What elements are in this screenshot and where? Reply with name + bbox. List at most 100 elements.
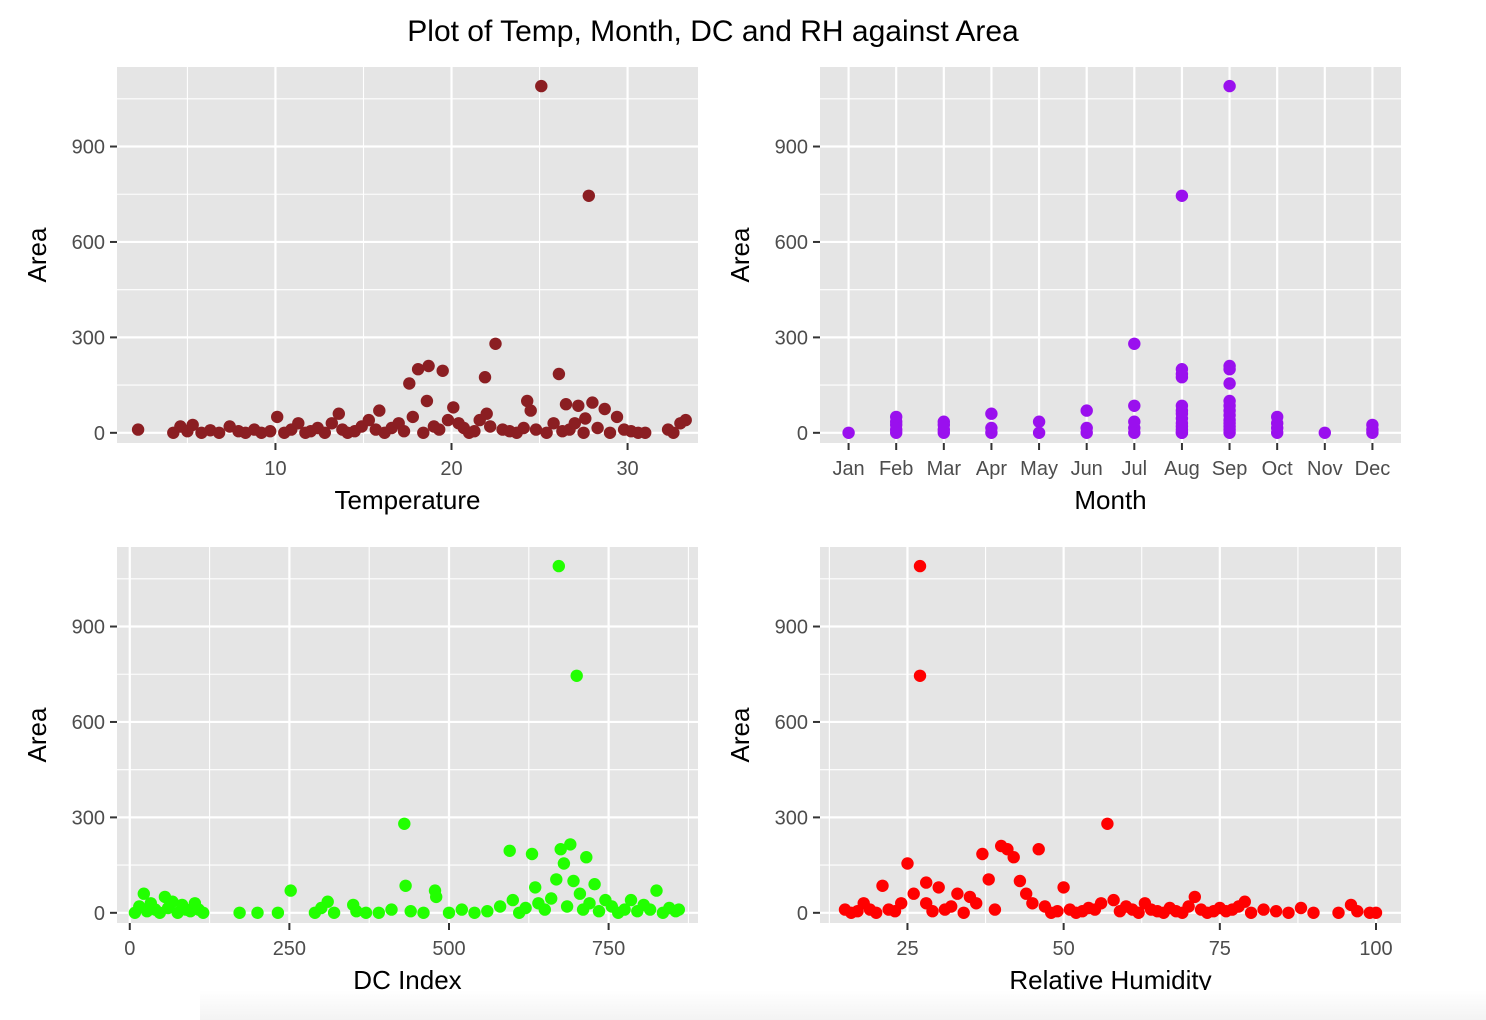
data-point [137,887,150,900]
data-point [1080,421,1093,435]
data-point [186,418,199,432]
data-point [233,906,246,919]
data-point [583,897,596,910]
data-point [895,897,908,910]
data-point [538,903,551,916]
data-point [550,873,563,886]
data-point [624,893,638,907]
data-point [524,404,537,417]
data-point [982,873,995,886]
data-point [447,401,460,414]
x-tick-label: 75 [1209,938,1231,960]
data-point [890,410,903,424]
data-point [529,423,543,436]
data-point [592,905,606,918]
x-tick-label: Oct [1262,458,1294,480]
y-tick-label: 600 [72,712,105,734]
data-point [672,903,685,916]
data-point [907,887,920,900]
data-point [1013,874,1027,888]
data-point [399,879,412,892]
data-point [1188,890,1202,904]
data-point [436,364,449,377]
data-point [1269,905,1283,918]
data-point [1223,377,1236,390]
scatter-points [131,79,692,439]
data-point [876,879,889,892]
data-point [926,905,939,918]
x-tick-label: 10 [264,458,286,480]
x-axis-title: Temperature [335,485,481,515]
data-point [1080,404,1093,417]
data-point [478,371,492,384]
data-point [327,906,341,919]
y-axis-title: Area [725,707,755,762]
data-point [284,884,297,897]
data-point [540,426,553,439]
data-point [1294,901,1308,915]
y-tick-label: 300 [72,807,105,829]
data-point [567,874,580,888]
data-point [545,892,558,905]
data-point [362,413,375,427]
x-tick-label: Jun [1071,458,1103,480]
x-tick-label: 20 [440,458,462,480]
data-point [1318,426,1332,439]
data-point [519,901,532,915]
data-point [373,404,386,417]
x-tick-label: Dec [1355,458,1391,480]
data-point [1026,897,1039,910]
data-point [639,426,652,439]
data-point [1128,399,1141,412]
x-tick-label: 250 [273,938,306,960]
data-point [1307,906,1320,919]
data-point [559,398,573,411]
data-point [557,857,571,870]
data-point [264,425,277,438]
data-point [480,407,493,420]
panel-background [820,547,1401,923]
data-point [988,903,1002,916]
data-point [650,884,663,897]
x-tick-label: 30 [616,458,638,480]
data-point [398,817,411,830]
x-axis-title: Month [1074,485,1146,515]
data-point [321,895,334,908]
data-point [610,410,624,424]
data-point [937,415,950,428]
data-point [529,881,542,894]
data-point [580,851,593,864]
y-axis-title: Area [725,227,755,282]
data-point [1282,906,1295,919]
data-point [913,669,927,682]
data-point [493,900,507,913]
data-point [913,559,927,573]
data-point [442,906,456,919]
data-point [1057,881,1070,894]
data-point [1175,426,1189,439]
data-point [842,426,855,439]
data-point [1032,415,1046,428]
data-point [411,363,425,376]
data-point [1351,905,1364,918]
y-axis-title: Area [22,707,52,762]
data-point [901,857,914,870]
data-point [591,421,604,435]
x-tick-label: Aug [1164,458,1200,480]
y-tick-label: 900 [775,137,808,159]
data-point [420,394,434,408]
data-point [932,881,945,894]
data-point [468,906,481,919]
data-point [404,905,417,918]
y-tick-label: 0 [797,903,808,925]
x-tick-label: Apr [976,458,1007,480]
panel-1: 0 300 600 900 10 20 30 Temperature Area [22,67,698,515]
data-point [870,906,883,919]
data-point [1128,337,1141,350]
data-point [560,900,574,913]
data-point [406,410,419,424]
x-tick-label: 0 [124,938,135,960]
data-point [985,407,998,420]
data-point [212,426,226,439]
